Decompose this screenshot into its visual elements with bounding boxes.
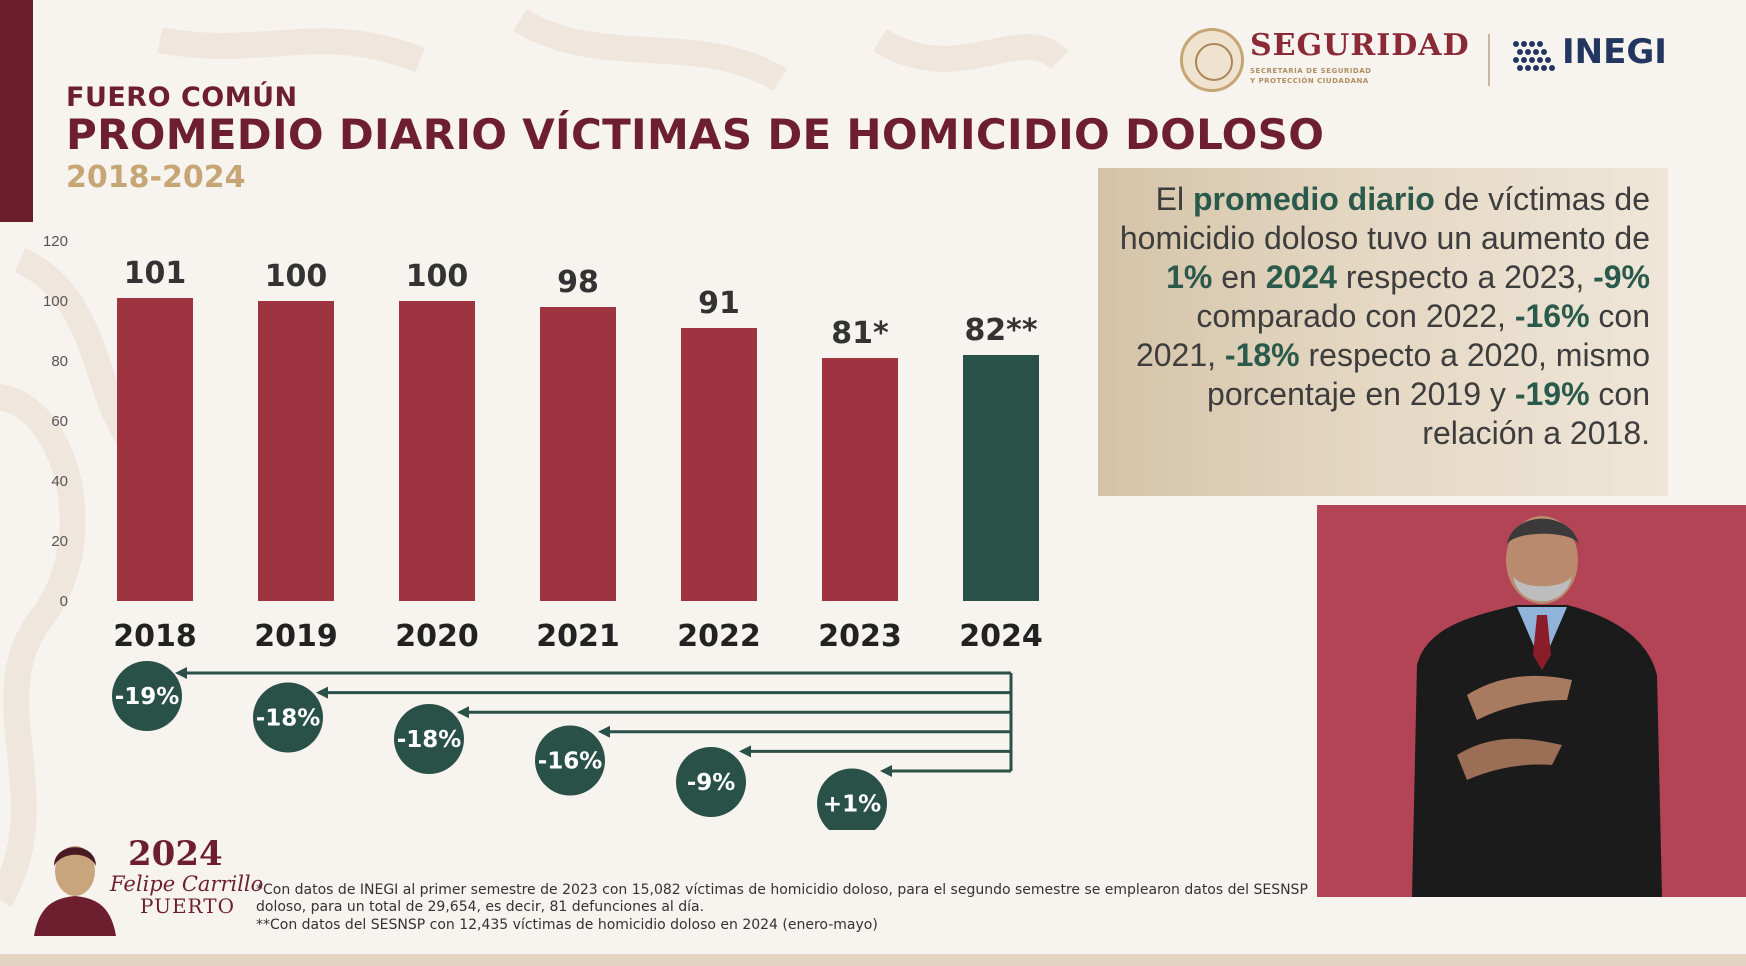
info-text-segment: respecto a 2020, mismo porcentaje en 201… [1207, 337, 1650, 412]
info-highlight: -19% [1514, 376, 1590, 412]
change-label-2022: -9% [687, 770, 736, 796]
change-label-2023: +1% [823, 792, 881, 818]
arrow-head-2019 [316, 686, 328, 699]
footnote-3: **Con datos del SESNSP con 12,435 víctim… [256, 917, 878, 933]
footnote-1: *Con datos de INEGI al primer semestre d… [256, 882, 1308, 898]
y-tick-label: 20 [51, 533, 68, 550]
change-label-2020: -18% [397, 727, 462, 753]
bar-2019 [258, 301, 334, 601]
x-tick-label-2024: 2024 [959, 619, 1043, 654]
change-badge-2023 [817, 768, 887, 830]
logo-divider [1488, 34, 1490, 86]
change-badge-2018 [112, 661, 182, 731]
data-label-2023: 81* [831, 316, 889, 351]
y-tick-label: 80 [51, 353, 68, 370]
data-label-2021: 98 [557, 265, 599, 300]
arrow-head-2022 [739, 745, 751, 758]
interpreter-video [1317, 505, 1746, 897]
x-tick-label-2023: 2023 [818, 619, 902, 654]
bar-2018 [117, 298, 193, 601]
info-text-segment: de víctimas de homicidio doloso tuvo un … [1119, 181, 1650, 256]
arrow-head-2018 [175, 667, 187, 679]
info-highlight: 2024 [1265, 259, 1337, 295]
arrow-head-2021 [598, 725, 610, 738]
inegi-logo-text: INEGI [1562, 32, 1667, 72]
category-label: FUERO COMÚN [66, 82, 298, 113]
bottom-strip [0, 954, 1746, 966]
x-tick-label-2018: 2018 [113, 619, 197, 654]
data-label-2019: 100 [265, 259, 328, 294]
data-label-2018: 101 [124, 256, 187, 291]
x-tick-label-2019: 2019 [254, 619, 338, 654]
commemorative-emblem: 2024 Felipe Carrillo PUERTO [30, 830, 263, 940]
y-tick-label: 100 [43, 293, 68, 310]
arrow-head-2020 [457, 706, 469, 719]
data-label-2022: 91 [698, 286, 740, 321]
y-tick-label: 40 [51, 473, 68, 490]
year-range: 2018-2024 [66, 160, 246, 195]
info-box: El promedio diario de víctimas de homici… [1098, 168, 1668, 496]
info-highlight: -9% [1593, 259, 1650, 295]
bar-2021 [540, 307, 616, 601]
national-seal-icon [1180, 28, 1244, 92]
x-tick-label-2021: 2021 [536, 619, 620, 654]
inegi-dots-icon [1513, 41, 1555, 71]
x-tick-label-2022: 2022 [677, 619, 761, 654]
seguridad-subtitle-1: SECRETARÍA DE SEGURIDAD [1250, 67, 1372, 75]
change-label-2019: -18% [256, 706, 321, 732]
bar-2023 [822, 358, 898, 601]
info-text-segment: respecto a 2023, [1336, 259, 1594, 295]
info-text-segment: con 2021, [1135, 298, 1650, 373]
y-tick-label: 120 [43, 233, 68, 250]
info-text-segment: comparado con 2022, [1196, 298, 1515, 334]
seguridad-logo-text: SEGURIDAD [1250, 28, 1470, 63]
portrait-icon [34, 846, 116, 936]
emblem-name-line2: PUERTO [140, 894, 236, 918]
info-highlight: promedio diario [1193, 181, 1435, 217]
seguridad-subtitle-2: Y PROTECCIÓN CIUDADANA [1250, 77, 1369, 85]
change-badge-2022 [676, 747, 746, 817]
interpreter-figure [1317, 505, 1746, 897]
info-highlight: -18% [1224, 337, 1300, 373]
info-text-segment: El [1155, 181, 1193, 217]
y-tick-label: 60 [51, 413, 68, 430]
info-text: El promedio diario de víctimas de homici… [1110, 180, 1650, 453]
bar-chart: 0 20 40 60 80 100 120 101 2018 100 2019 100 2020 98 20… [43, 233, 1043, 830]
page-title: PROMEDIO DIARIO VÍCTIMAS DE HOMICIDIO DO… [66, 110, 1325, 159]
info-text-segment: en [1212, 259, 1266, 295]
change-badge-2019 [253, 682, 323, 753]
y-tick-label: 0 [60, 593, 68, 610]
x-tick-label-2020: 2020 [395, 619, 479, 654]
data-label-2020: 100 [406, 259, 469, 294]
accent-stripe [0, 0, 33, 222]
info-text-segment: con relación a 2018. [1422, 376, 1650, 451]
change-badge-2020 [394, 704, 464, 774]
info-highlight: 1% [1166, 259, 1213, 295]
change-label-2018: -19% [115, 684, 180, 710]
data-label-2024: 82** [964, 313, 1037, 348]
arrow-head-2023 [880, 765, 892, 777]
change-badge-2021 [535, 725, 605, 796]
info-highlight: -16% [1514, 298, 1590, 334]
emblem-year: 2024 [128, 834, 223, 874]
bar-2022 [681, 328, 757, 601]
footnote-2: doloso, para un total de 29,654, es deci… [256, 899, 705, 915]
change-label-2021: -16% [538, 749, 603, 775]
bar-2024 [963, 355, 1039, 601]
emblem-name-line1: Felipe Carrillo [110, 872, 264, 896]
bar-2020 [399, 301, 475, 601]
logo-group: SEGURIDAD SECRETARÍA DE SEGURIDAD Y PROT… [1180, 26, 1680, 92]
